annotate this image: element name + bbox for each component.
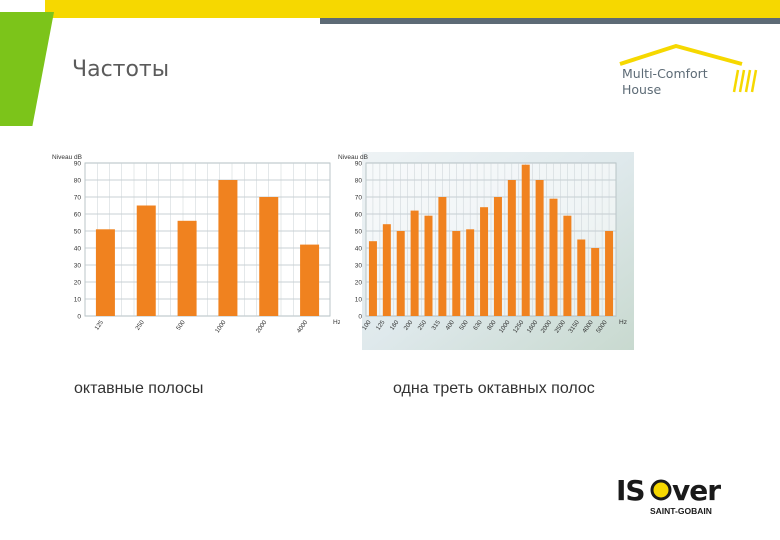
third-xtick-label: 500 — [458, 319, 470, 332]
third-xunit-label: Hz — [619, 319, 627, 326]
octave-ytick-label: 60 — [74, 212, 82, 219]
logo-line1: Multi-Comfort — [622, 66, 708, 81]
third-bar — [466, 229, 475, 316]
svg-text:ver: ver — [672, 474, 721, 507]
third-bar — [521, 164, 530, 316]
third-bar — [549, 198, 558, 316]
octave-ytick-label: 80 — [74, 178, 82, 185]
third-bar — [591, 248, 600, 316]
third-bar — [438, 197, 447, 316]
octave-ytick-label: 20 — [74, 280, 82, 287]
third-ytick-label: 40 — [355, 246, 363, 253]
logo-line2: House — [622, 82, 661, 97]
third-xtick-label: 125 — [375, 319, 387, 332]
third-ytick-label: 90 — [355, 161, 363, 168]
page-title: Частоты — [72, 57, 170, 82]
third-ytick-label: 30 — [355, 263, 363, 270]
third-xtick-label: 100 — [361, 319, 373, 332]
third-octave-caption: одна треть октавных полос — [393, 380, 595, 397]
octave-ytick-label: 40 — [74, 246, 82, 253]
third-bar — [396, 231, 405, 316]
third-bar — [493, 197, 502, 316]
third-bar — [605, 231, 614, 316]
isover-sub-label: SAINT-GOBAIN — [650, 506, 712, 516]
octave-bar — [177, 220, 197, 316]
third-ytick-label: 60 — [355, 212, 363, 219]
octave-xtick-label: 4000 — [296, 319, 310, 335]
third-bar — [410, 210, 419, 316]
third-bar — [368, 241, 377, 316]
octave-xtick-label: 250 — [134, 319, 146, 332]
third-ytick-label: 20 — [355, 280, 363, 287]
octave-ylabel: Niveau dB — [52, 154, 82, 161]
octave-ytick-label: 70 — [74, 195, 82, 202]
third-bar — [535, 180, 544, 316]
third-xtick-label: 315 — [430, 319, 442, 332]
octave-xtick-label: 500 — [175, 319, 187, 332]
top-accent-bar — [45, 0, 780, 18]
third-xtick-label: 250 — [416, 319, 428, 332]
octave-xtick-label: 1000 — [214, 319, 228, 335]
octave-bar — [136, 205, 156, 316]
third-ytick-label: 10 — [355, 297, 363, 304]
third-ylabel: Niveau dB — [338, 154, 368, 161]
third-ytick-label: 70 — [355, 195, 363, 202]
octave-ytick-label: 0 — [77, 314, 81, 321]
octave-ytick-label: 30 — [74, 263, 82, 270]
third-xtick-label: 800 — [486, 319, 498, 332]
octave-xtick-label: 2000 — [255, 319, 269, 335]
third-bar — [563, 215, 572, 316]
third-bar — [507, 180, 516, 316]
third-bar — [452, 231, 461, 316]
third-bar — [424, 215, 433, 316]
third-ytick-label: 50 — [355, 229, 363, 236]
octave-xunit-label: Hz — [333, 319, 340, 326]
third-xtick-label: 160 — [389, 319, 401, 332]
octave-caption: октавные полосы — [74, 380, 204, 397]
octave-ytick-label: 50 — [74, 229, 82, 236]
octave-bar — [218, 180, 238, 316]
multi-comfort-house-logo: Multi-Comfort House — [619, 44, 758, 97]
octave-xtick-label: 125 — [93, 319, 105, 332]
third-xtick-label: 200 — [403, 319, 415, 332]
third-bar — [577, 239, 586, 316]
third-xtick-label: 630 — [472, 319, 484, 332]
green-accent-band — [0, 12, 54, 126]
octave-bar — [300, 244, 320, 316]
octave-ytick-label: 90 — [74, 161, 82, 168]
isover-logo: IS ver SAINT-GOBAIN — [616, 474, 722, 516]
top-grey-bar — [320, 18, 780, 24]
octave-bar — [259, 197, 279, 316]
third-xtick-label: 400 — [444, 319, 456, 332]
third-ytick-label: 0 — [358, 314, 362, 321]
octave-bar — [95, 229, 115, 316]
svg-text:IS: IS — [616, 474, 645, 507]
third-bar — [480, 207, 489, 316]
third-bar — [382, 224, 391, 316]
third-ytick-label: 80 — [355, 178, 363, 185]
octave-ytick-label: 10 — [74, 297, 82, 304]
